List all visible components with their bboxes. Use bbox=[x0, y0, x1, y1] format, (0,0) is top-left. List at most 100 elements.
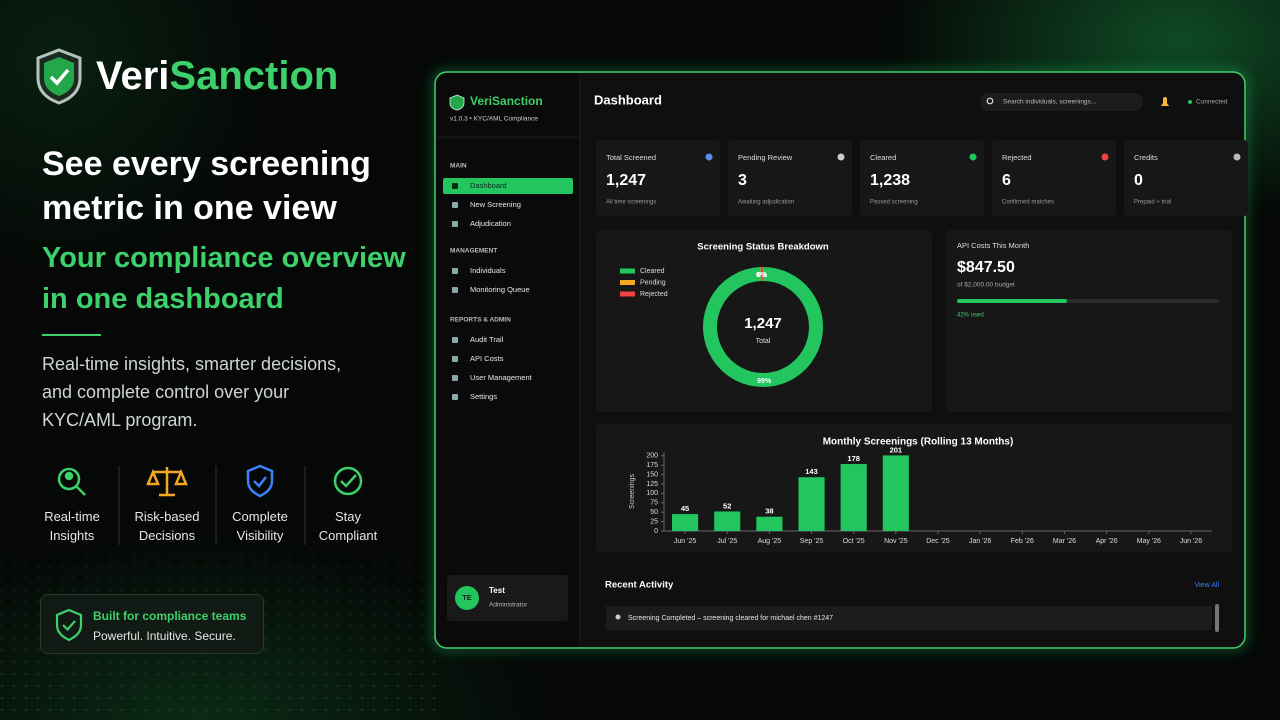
stat-label: Cleared bbox=[870, 153, 896, 162]
stat-icon bbox=[705, 153, 713, 161]
stat-card bbox=[860, 140, 984, 216]
recent-list: Screening Completed – screening cleared … bbox=[606, 606, 1212, 630]
sidebar-version: v1.0.3 • KYC/AML Compliance bbox=[450, 116, 538, 123]
nav-active bbox=[443, 178, 573, 194]
nav-item[interactable]: New Screening bbox=[470, 200, 521, 209]
nav-item[interactable]: Settings bbox=[470, 392, 497, 401]
bar bbox=[714, 511, 741, 531]
x-tick-label: Mar '26 bbox=[1053, 538, 1076, 545]
stat-note: Awaiting adjudication bbox=[738, 200, 794, 206]
y-tick-label: 25 bbox=[650, 518, 658, 525]
nav-icon bbox=[452, 221, 458, 227]
nav-item[interactable]: User Management bbox=[470, 373, 533, 382]
feature-label: Stay Compliant bbox=[318, 509, 378, 543]
bar-panel bbox=[596, 424, 1232, 552]
y-tick-label: 0 bbox=[654, 528, 658, 535]
description: Real-time insights, smarter decisions, a… bbox=[42, 354, 342, 430]
x-tick-label: Nov '25 bbox=[884, 538, 908, 545]
legend-label: Rejected bbox=[640, 291, 668, 298]
nav-item[interactable]: Audit Trail bbox=[470, 335, 504, 344]
bar bbox=[882, 455, 909, 531]
x-tick-label: Dec '25 bbox=[926, 538, 950, 545]
nav-icon bbox=[452, 394, 458, 400]
legend-swatch bbox=[620, 280, 635, 285]
bar bbox=[798, 477, 825, 531]
x-tick-label: Sep '25 bbox=[800, 538, 824, 545]
bar-value-label: 201 bbox=[890, 445, 903, 454]
donut-segment bbox=[703, 267, 823, 387]
chart-title: Monthly Screenings (Rolling 13 Months) bbox=[823, 437, 1014, 448]
stat-value: 6 bbox=[1002, 172, 1011, 189]
activity-row bbox=[606, 606, 1212, 630]
search-icon bbox=[986, 97, 994, 105]
user-card bbox=[447, 575, 568, 621]
stat-note: Confirmed matches bbox=[1002, 200, 1054, 206]
x-tick-label: May '26 bbox=[1137, 538, 1161, 545]
avatar-initials: TE bbox=[462, 593, 472, 602]
user-role: Administrator bbox=[489, 602, 528, 609]
view-all-link[interactable]: View All bbox=[1195, 582, 1220, 589]
stat-note: Passed screening bbox=[870, 200, 918, 206]
status-text: Connected bbox=[1196, 99, 1228, 106]
stat-value: 0 bbox=[1134, 172, 1143, 189]
donut-center-label: Total bbox=[756, 338, 771, 345]
logo bbox=[36, 48, 82, 105]
nav-item[interactable]: Dashboard bbox=[470, 181, 507, 190]
api-panel bbox=[946, 230, 1232, 412]
y-tick-label: 100 bbox=[646, 490, 658, 497]
donut-value-label: 0% bbox=[757, 272, 768, 279]
nav-item[interactable]: Monitoring Queue bbox=[470, 285, 530, 294]
x-tick-label: Apr '26 bbox=[1096, 538, 1118, 545]
y-tick-label: 150 bbox=[646, 471, 658, 478]
legend-label: Cleared bbox=[640, 268, 665, 275]
nav-item[interactable]: Adjudication bbox=[470, 219, 511, 228]
nav-item[interactable]: API Costs bbox=[470, 354, 504, 363]
nav-icon bbox=[452, 337, 458, 343]
brand-second: Sanction bbox=[169, 54, 338, 98]
nav-icon bbox=[452, 375, 458, 381]
stat-value: 1,247 bbox=[606, 172, 646, 189]
search-box[interactable] bbox=[980, 93, 1143, 111]
bar bbox=[840, 464, 867, 531]
stats: Total Screened 1,247 All time screenings Pe… bbox=[596, 140, 1248, 216]
chart-title: Screening Status Breakdown bbox=[697, 242, 829, 253]
nav-icon bbox=[452, 268, 458, 274]
bar-value-label: 38 bbox=[765, 507, 773, 516]
feature-label: Real-time Insights bbox=[44, 509, 100, 543]
legend-swatch bbox=[620, 291, 635, 297]
bar bbox=[756, 516, 783, 531]
api-title: API Costs This Month bbox=[957, 241, 1029, 250]
badge-title: Built for compliance teams bbox=[93, 609, 247, 623]
api-used-label: 42% used bbox=[957, 313, 984, 319]
x-tick-label: Aug '25 bbox=[758, 538, 782, 545]
stat-label: Credits bbox=[1134, 153, 1158, 162]
stat-label: Rejected bbox=[1002, 153, 1032, 162]
brand-first: Veri bbox=[96, 54, 169, 98]
stat-icon bbox=[837, 153, 845, 161]
bar-value-label: 143 bbox=[805, 467, 818, 476]
nav-section: MANAGEMENT bbox=[450, 248, 497, 255]
stat-icon bbox=[1101, 153, 1109, 161]
x-tick-label: Jun '26 bbox=[1180, 538, 1202, 545]
y-tick-label: 175 bbox=[646, 462, 658, 469]
stat-label: Pending Review bbox=[738, 153, 793, 162]
sidebar bbox=[436, 73, 580, 647]
recent-title: Recent Activity bbox=[605, 580, 674, 591]
x-tick-label: Jul '25 bbox=[717, 538, 737, 545]
nav-icon bbox=[452, 183, 458, 189]
bell-icon[interactable] bbox=[1161, 97, 1169, 106]
donut-value-label: 99% bbox=[757, 378, 772, 385]
legend-label: Pending bbox=[640, 279, 666, 286]
api-budget: of $2,000.00 budget bbox=[957, 282, 1015, 289]
feature-label: Complete Visibility bbox=[232, 509, 288, 543]
bar-value-label: 52 bbox=[723, 501, 731, 510]
status-dot bbox=[1188, 100, 1192, 104]
x-tick-label: Feb '26 bbox=[1011, 538, 1034, 545]
nav-item[interactable]: Individuals bbox=[470, 266, 506, 275]
activity-text: Screening Completed – screening cleared … bbox=[628, 615, 833, 622]
badge-text: Powerful. Intuitive. Secure. bbox=[93, 629, 236, 643]
x-tick-label: Jun '25 bbox=[674, 538, 696, 545]
badge-icon bbox=[55, 608, 83, 642]
